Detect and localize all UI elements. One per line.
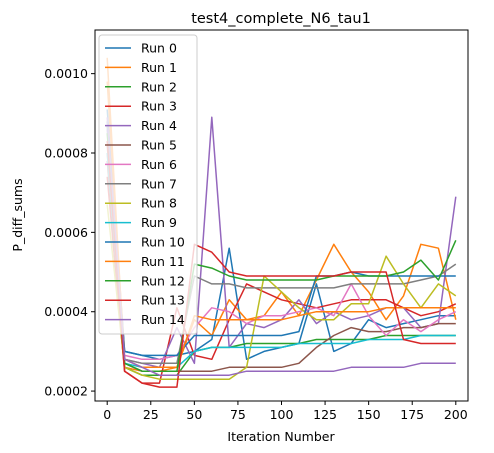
- y-tick-label: 0.0006: [44, 225, 88, 240]
- legend-label: Run 5: [141, 138, 177, 153]
- legend-label: Run 6: [141, 157, 177, 172]
- x-tick-label: 125: [313, 407, 337, 422]
- legend-label: Run 12: [141, 273, 185, 288]
- y-tick-label: 0.0002: [44, 384, 88, 399]
- series-line-run-7: [106, 145, 457, 365]
- series-line-run-8: [106, 204, 457, 380]
- legend-label: Run 4: [141, 118, 177, 133]
- legend-label: Run 11: [141, 254, 185, 269]
- legend-label: Run 0: [141, 41, 177, 56]
- legend-box: [98, 34, 198, 335]
- x-tick-label: 25: [143, 407, 159, 422]
- x-tick-label: 0: [103, 407, 111, 422]
- series-line-run-6: [106, 152, 457, 361]
- chart-title: test4_complete_N6_tau1: [191, 11, 371, 27]
- legend-label: Run 14: [141, 312, 185, 327]
- x-tick-label: 50: [186, 407, 202, 422]
- legend-label: Run 2: [141, 79, 177, 94]
- x-axis-title: Iteration Number: [227, 429, 335, 444]
- legend-label: Run 10: [141, 235, 185, 250]
- series-line-run-14: [106, 117, 456, 376]
- y-axis-title: P_diff_sums: [10, 178, 25, 251]
- legend-label: Run 13: [141, 293, 185, 308]
- legend-label: Run 9: [141, 215, 177, 230]
- x-axis: 0 25 50 75 100 125 150 175 200: [103, 401, 468, 422]
- series-line-run-12: [106, 133, 457, 372]
- y-axis: 0.0002 0.0004 0.0006 0.0008 0.0010: [44, 66, 95, 399]
- legend-label: Run 7: [141, 176, 177, 191]
- x-tick-label: 100: [270, 407, 294, 422]
- legend: Run 0 Run 1 Run 2 Run 3 Run 4 Run 5 Run 6 Run 7…: [98, 34, 198, 335]
- series-layer: [106, 57, 457, 388]
- y-tick-label: 0.0010: [44, 66, 88, 81]
- legend-label: Run 8: [141, 196, 177, 211]
- x-tick-label: 175: [400, 407, 424, 422]
- series-line-run-13: [106, 141, 456, 388]
- legend-label: Run 3: [141, 99, 177, 114]
- series-line-run-11: [106, 81, 456, 369]
- y-tick-label: 0.0008: [44, 146, 88, 161]
- y-tick-label: 0.0004: [44, 304, 88, 319]
- x-tick-label: 200: [444, 407, 468, 422]
- x-tick-label: 150: [357, 407, 381, 422]
- legend-label: Run 1: [141, 60, 177, 75]
- series-line-run-10: [106, 121, 456, 357]
- x-tick-label: 75: [230, 407, 246, 422]
